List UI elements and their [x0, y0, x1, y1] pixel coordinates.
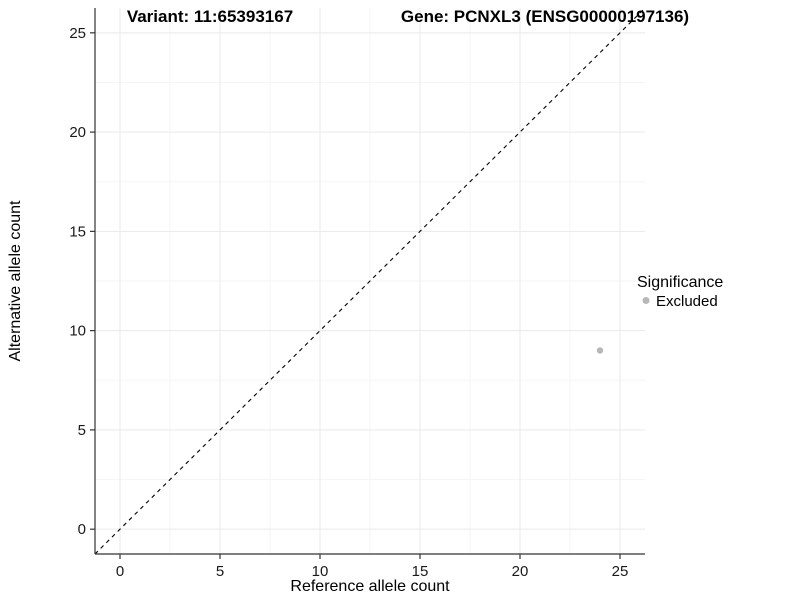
legend-title: Significance — [637, 274, 723, 291]
x-axis-title: Reference allele count — [290, 578, 450, 595]
legend-item-label: Excluded — [656, 293, 718, 310]
data-point — [596, 347, 604, 354]
x-tick-label: 0 — [116, 563, 124, 580]
axis-lines — [94, 8, 645, 555]
y-tick-label: 25 — [69, 25, 86, 42]
data-points — [596, 347, 604, 354]
variant-title: Variant: 11:65393167 — [127, 7, 293, 26]
x-tick-label: 10 — [312, 563, 329, 580]
x-tick-label: 5 — [216, 563, 224, 580]
x-tick-label: 20 — [512, 563, 529, 580]
x-tick-label: 25 — [612, 563, 629, 580]
axis-tick-marks — [90, 32, 621, 559]
y-axis-title: Alternative allele count — [7, 200, 24, 362]
y-tick-label: 10 — [69, 323, 86, 340]
y-tick-label: 0 — [78, 521, 86, 538]
y-tick-label: 15 — [69, 223, 86, 240]
y-tick-label: 5 — [78, 422, 86, 439]
y-tick-label: 20 — [69, 124, 86, 141]
gene-title: Gene: PCNXL3 (ENSG00000197136) — [401, 7, 689, 26]
identity-line — [94, 7, 646, 555]
grid-major-lines — [95, 8, 645, 554]
identity-reference-line — [94, 7, 646, 555]
x-tick-label: 15 — [412, 563, 429, 580]
x-axis-tick-labels: 0 5 10 15 20 25 — [116, 563, 629, 580]
legend-key-dot-icon — [642, 297, 650, 304]
y-axis-tick-labels: 0 5 10 15 20 25 — [69, 25, 86, 538]
legend: Significance Excluded — [637, 274, 723, 310]
